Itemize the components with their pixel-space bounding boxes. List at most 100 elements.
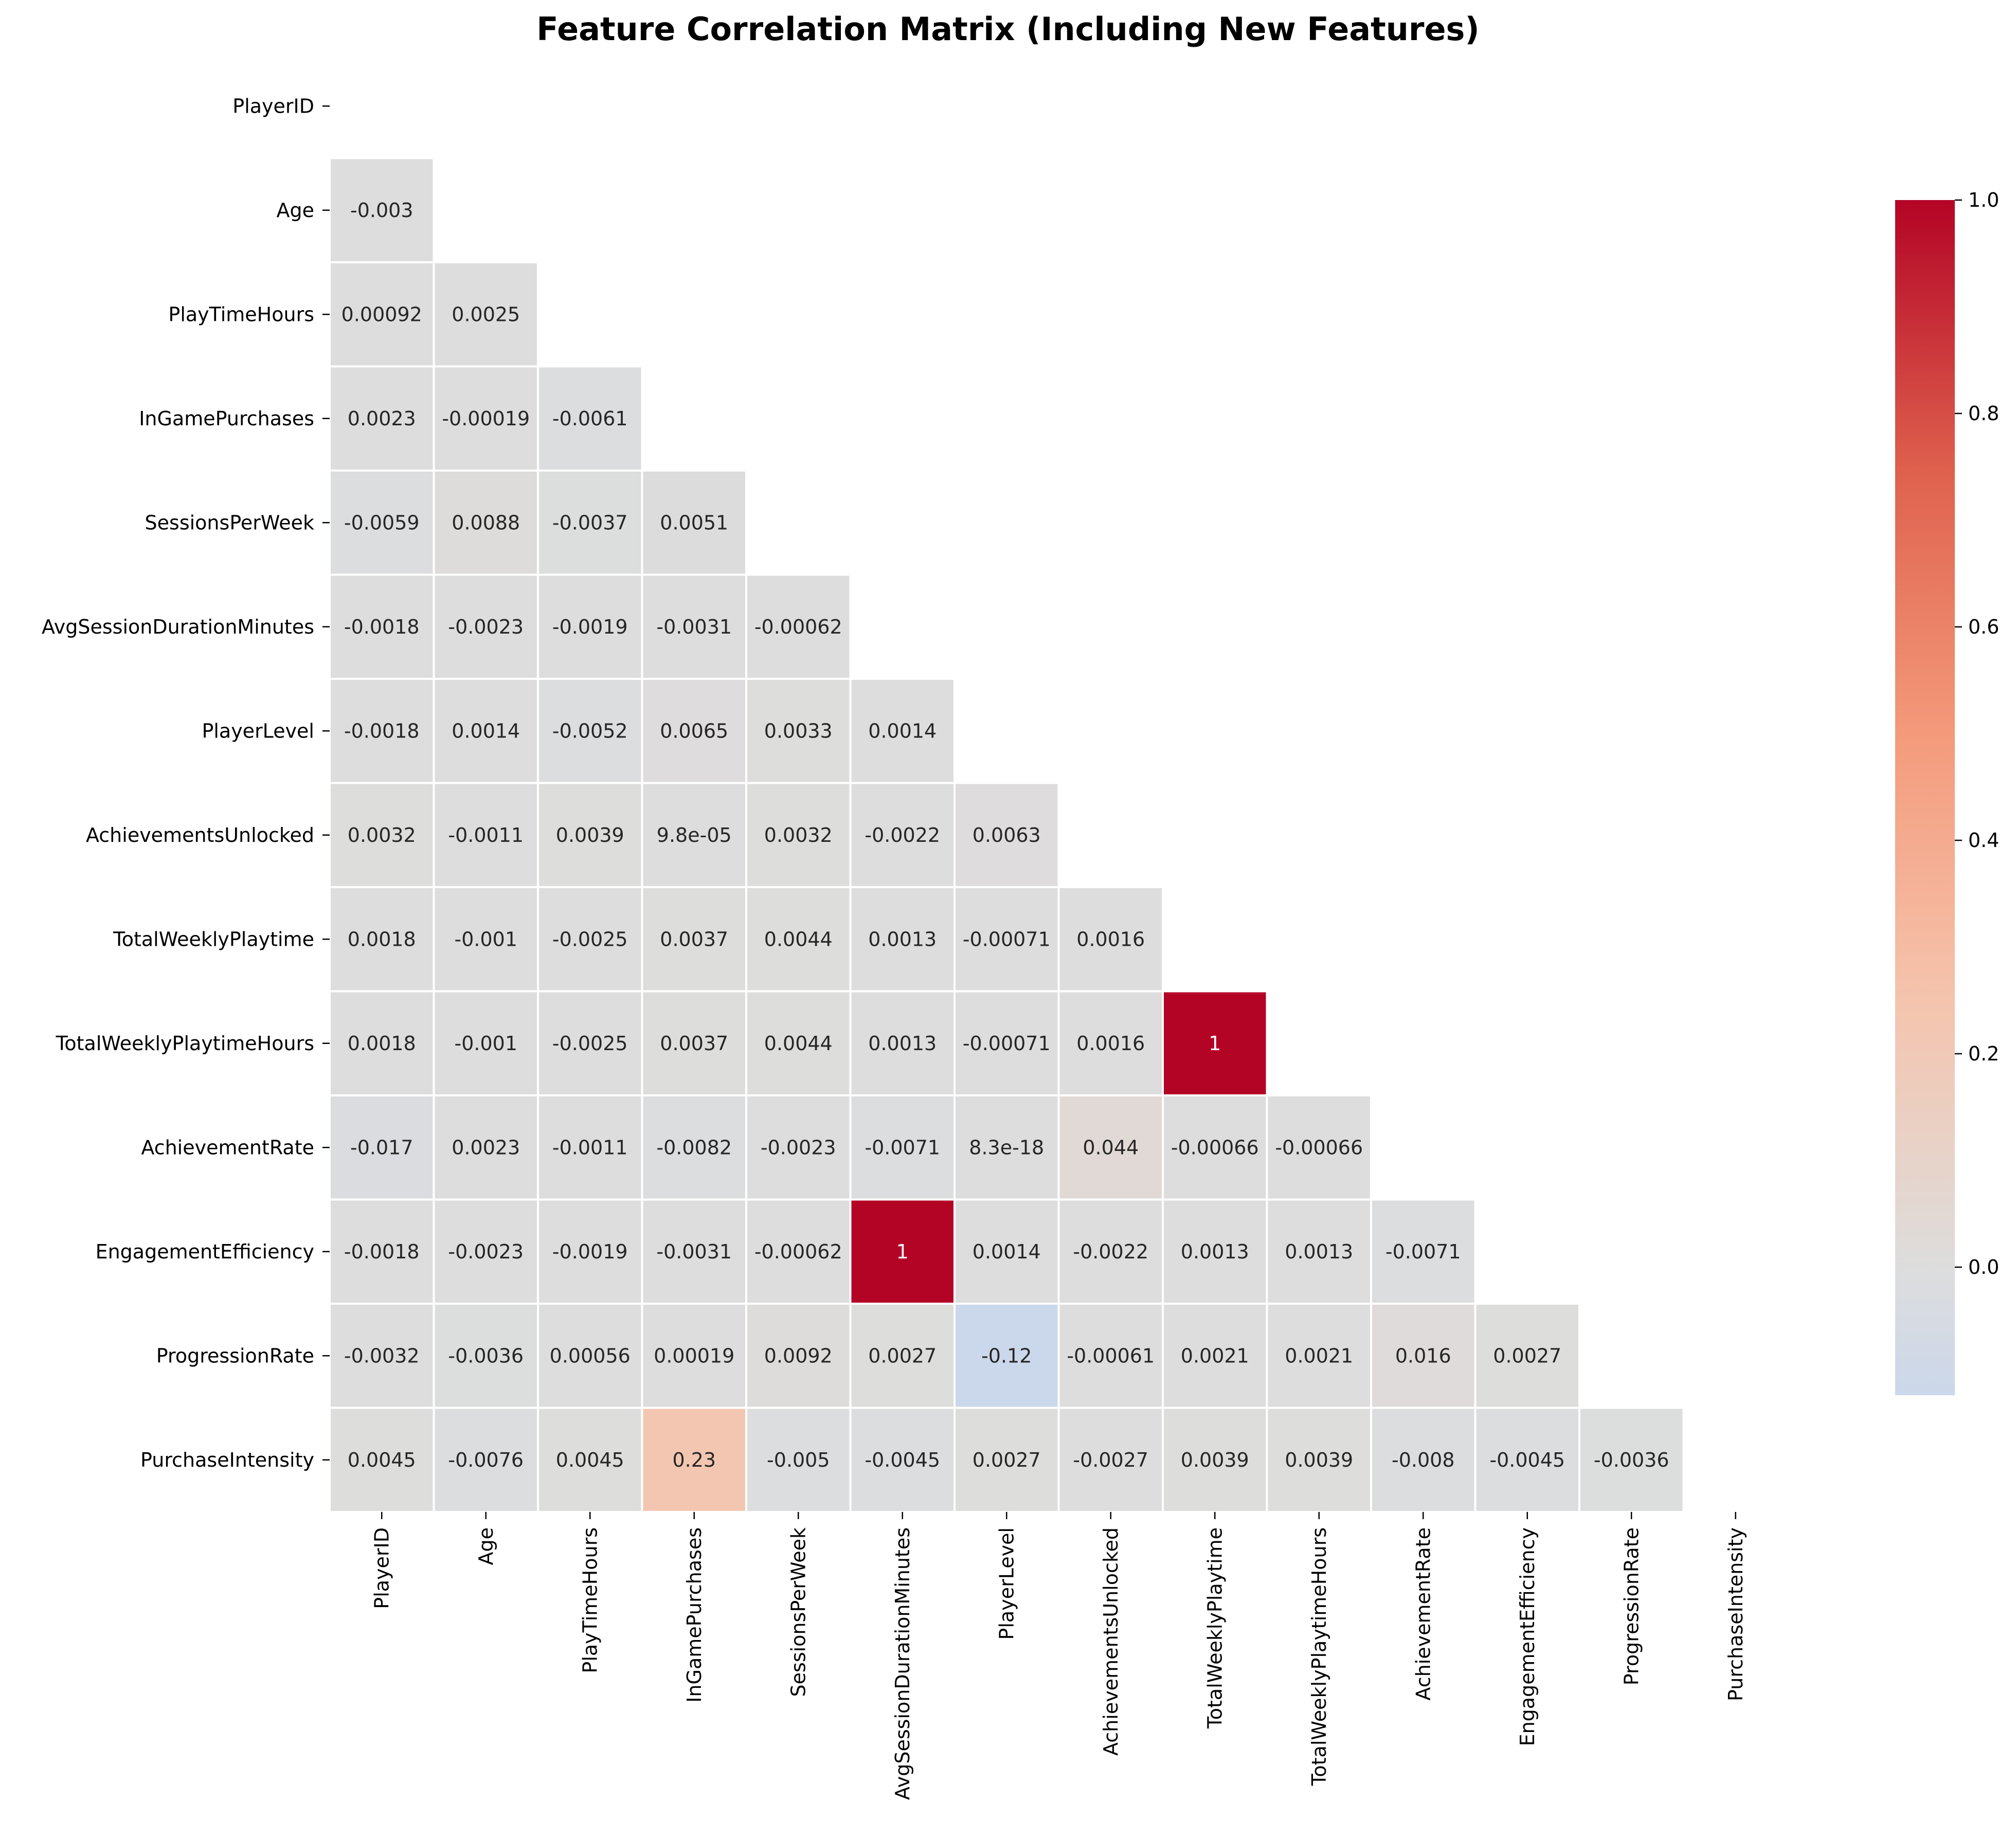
cell-value-label: 0.0039	[556, 824, 624, 846]
heatmap-cell	[849, 1198, 956, 1305]
heatmap-cell	[641, 678, 747, 784]
cell-value-label: 0.0013	[1285, 1240, 1353, 1263]
cell-value-label: -0.0019	[552, 616, 628, 638]
x-axis-labels: PlayerID Age PlayTimeHours InGamePurchases S…	[370, 1512, 1747, 1800]
heatmap-cell	[1370, 1303, 1477, 1409]
heatmap-cell	[953, 990, 1060, 1096]
heatmap-cell	[745, 1407, 852, 1513]
cell-value-label: 0.0016	[1076, 1032, 1145, 1055]
heatmap-cell	[641, 1094, 747, 1201]
cell-value-label: 0.0092	[764, 1344, 833, 1367]
y-tick-label: SessionsPerWeek	[145, 511, 314, 534]
y-tick-label: EngagementEfficiency	[96, 1240, 314, 1263]
colorbar-tick-label: 0.6	[1968, 616, 1999, 638]
cell-value-label: 0.0023	[348, 407, 416, 430]
heatmap-cell	[329, 1303, 435, 1409]
cell-value-label: 0.0032	[764, 824, 833, 846]
heatmap-cell	[537, 1407, 643, 1513]
cell-value-label: 0.0045	[556, 1449, 624, 1471]
cell-value-label: 0.0027	[973, 1449, 1041, 1471]
cell-value-label: 0.0016	[1076, 928, 1145, 950]
cell-value-label: -0.0011	[552, 1136, 628, 1159]
heatmap-cell	[1162, 1198, 1268, 1305]
cell-value-label: 9.8e-05	[657, 824, 732, 846]
cell-value-label: 0.0025	[452, 303, 520, 326]
cell-value-label: -0.0019	[552, 1240, 628, 1263]
cell-value-label: 0.016	[1395, 1344, 1451, 1367]
cell-value-label: -0.001	[455, 1032, 518, 1055]
heatmap-cell	[433, 573, 539, 680]
cell-value-label: 0.044	[1083, 1136, 1139, 1159]
heatmap-cell	[849, 1407, 956, 1513]
heatmap-cell	[537, 1094, 643, 1201]
colorbar-tick-label: 1.0	[1968, 189, 1999, 211]
cell-value-label: -0.00062	[754, 616, 842, 638]
y-tick-label: AchievementsUnlocked	[86, 824, 314, 846]
cell-value-label: -0.00062	[754, 1240, 842, 1263]
heatmap-cell	[1370, 1198, 1477, 1305]
cell-value-label: -0.0022	[1073, 1240, 1148, 1263]
x-tick-label: PlayerID	[370, 1527, 393, 1609]
heatmap-cell	[1578, 1407, 1685, 1513]
heatmap-cell	[1266, 1094, 1372, 1201]
cell-value-label: 0.23	[672, 1449, 716, 1471]
cell-value-label: -0.0022	[865, 824, 940, 846]
heatmap-cell	[953, 1407, 1060, 1513]
cell-value-label: 0.0013	[1181, 1240, 1249, 1263]
cell-value-label: 0.0021	[1285, 1344, 1353, 1367]
y-axis-labels: PlayerID Age PlayTimeHours InGamePurchases S…	[42, 95, 330, 1471]
heatmap-cell	[433, 678, 539, 784]
heatmap-cell	[433, 782, 539, 888]
cell-value-label: -0.0023	[448, 1240, 524, 1263]
cell-value-label: -0.003	[350, 199, 413, 222]
heatmap-cell	[1370, 1407, 1477, 1513]
cell-value-label: 0.0018	[348, 928, 416, 950]
heatmap-cell	[329, 1094, 435, 1201]
cell-value-label: 0.0033	[764, 719, 833, 742]
x-tick-label: PlayerLevel	[995, 1527, 1018, 1640]
y-tick-label: TotalWeeklyPlaytimeHours	[56, 1032, 314, 1055]
heatmap-cell	[537, 365, 643, 472]
x-tick-label: PlayTimeHours	[579, 1527, 601, 1673]
cell-value-label: 0.0027	[1493, 1344, 1561, 1367]
colorbar-tick-label: 0.2	[1968, 1042, 1999, 1065]
colorbar-tick-label: 0.4	[1968, 829, 1999, 852]
heatmap-cell	[329, 990, 435, 1096]
heatmap-cell	[329, 261, 435, 368]
cell-value-label: 0.0014	[973, 1240, 1041, 1263]
x-tick-label: TotalWeeklyPlaytime	[1203, 1527, 1226, 1729]
chart-title: Feature Correlation Matrix (Including Ne…	[536, 10, 1479, 48]
cell-value-label: -0.00066	[1275, 1136, 1363, 1159]
cell-value-label: 0.0014	[868, 719, 937, 742]
x-tick-label: InGamePurchases	[683, 1527, 706, 1703]
cell-value-label: -0.0037	[552, 511, 628, 534]
cell-value-label: 0.0039	[1181, 1449, 1249, 1471]
heatmap-cell	[1266, 1303, 1372, 1409]
heatmap-cell	[1162, 1303, 1268, 1409]
cell-value-label: 0.0032	[348, 824, 416, 846]
y-tick-label: PlayerLevel	[202, 719, 314, 742]
cell-value-label: -0.0025	[552, 928, 628, 950]
cell-value-label: 0.0014	[452, 719, 520, 742]
cell-value-label: -0.00061	[1067, 1344, 1155, 1367]
heatmap-cell	[433, 470, 539, 576]
heatmap-cell	[1162, 1094, 1268, 1201]
heatmap-cell	[537, 990, 643, 1096]
colorbar-gradient	[1895, 200, 1955, 1395]
cell-value-label: 0.0021	[1181, 1344, 1249, 1367]
cell-value-label: -0.008	[1392, 1449, 1455, 1471]
heatmap-cell	[745, 678, 852, 784]
heatmap-cell	[1057, 1094, 1164, 1201]
heatmap-cell	[745, 1094, 852, 1201]
cell-value-label: -0.005	[767, 1449, 830, 1471]
cell-value-label: 0.0037	[660, 928, 728, 950]
cell-value-label: -0.00066	[1171, 1136, 1259, 1159]
y-tick-label: PlayerID	[232, 95, 314, 117]
y-tick-label: PlayTimeHours	[168, 303, 314, 326]
cell-value-label: 8.3e-18	[969, 1136, 1044, 1159]
cell-value-label: 0.00056	[550, 1344, 631, 1367]
cell-value-label: -0.0027	[1073, 1449, 1148, 1471]
heatmap-cell	[1162, 990, 1268, 1096]
cell-value-label: -0.0036	[448, 1344, 524, 1367]
cell-value-label: 0.0018	[348, 1032, 416, 1055]
